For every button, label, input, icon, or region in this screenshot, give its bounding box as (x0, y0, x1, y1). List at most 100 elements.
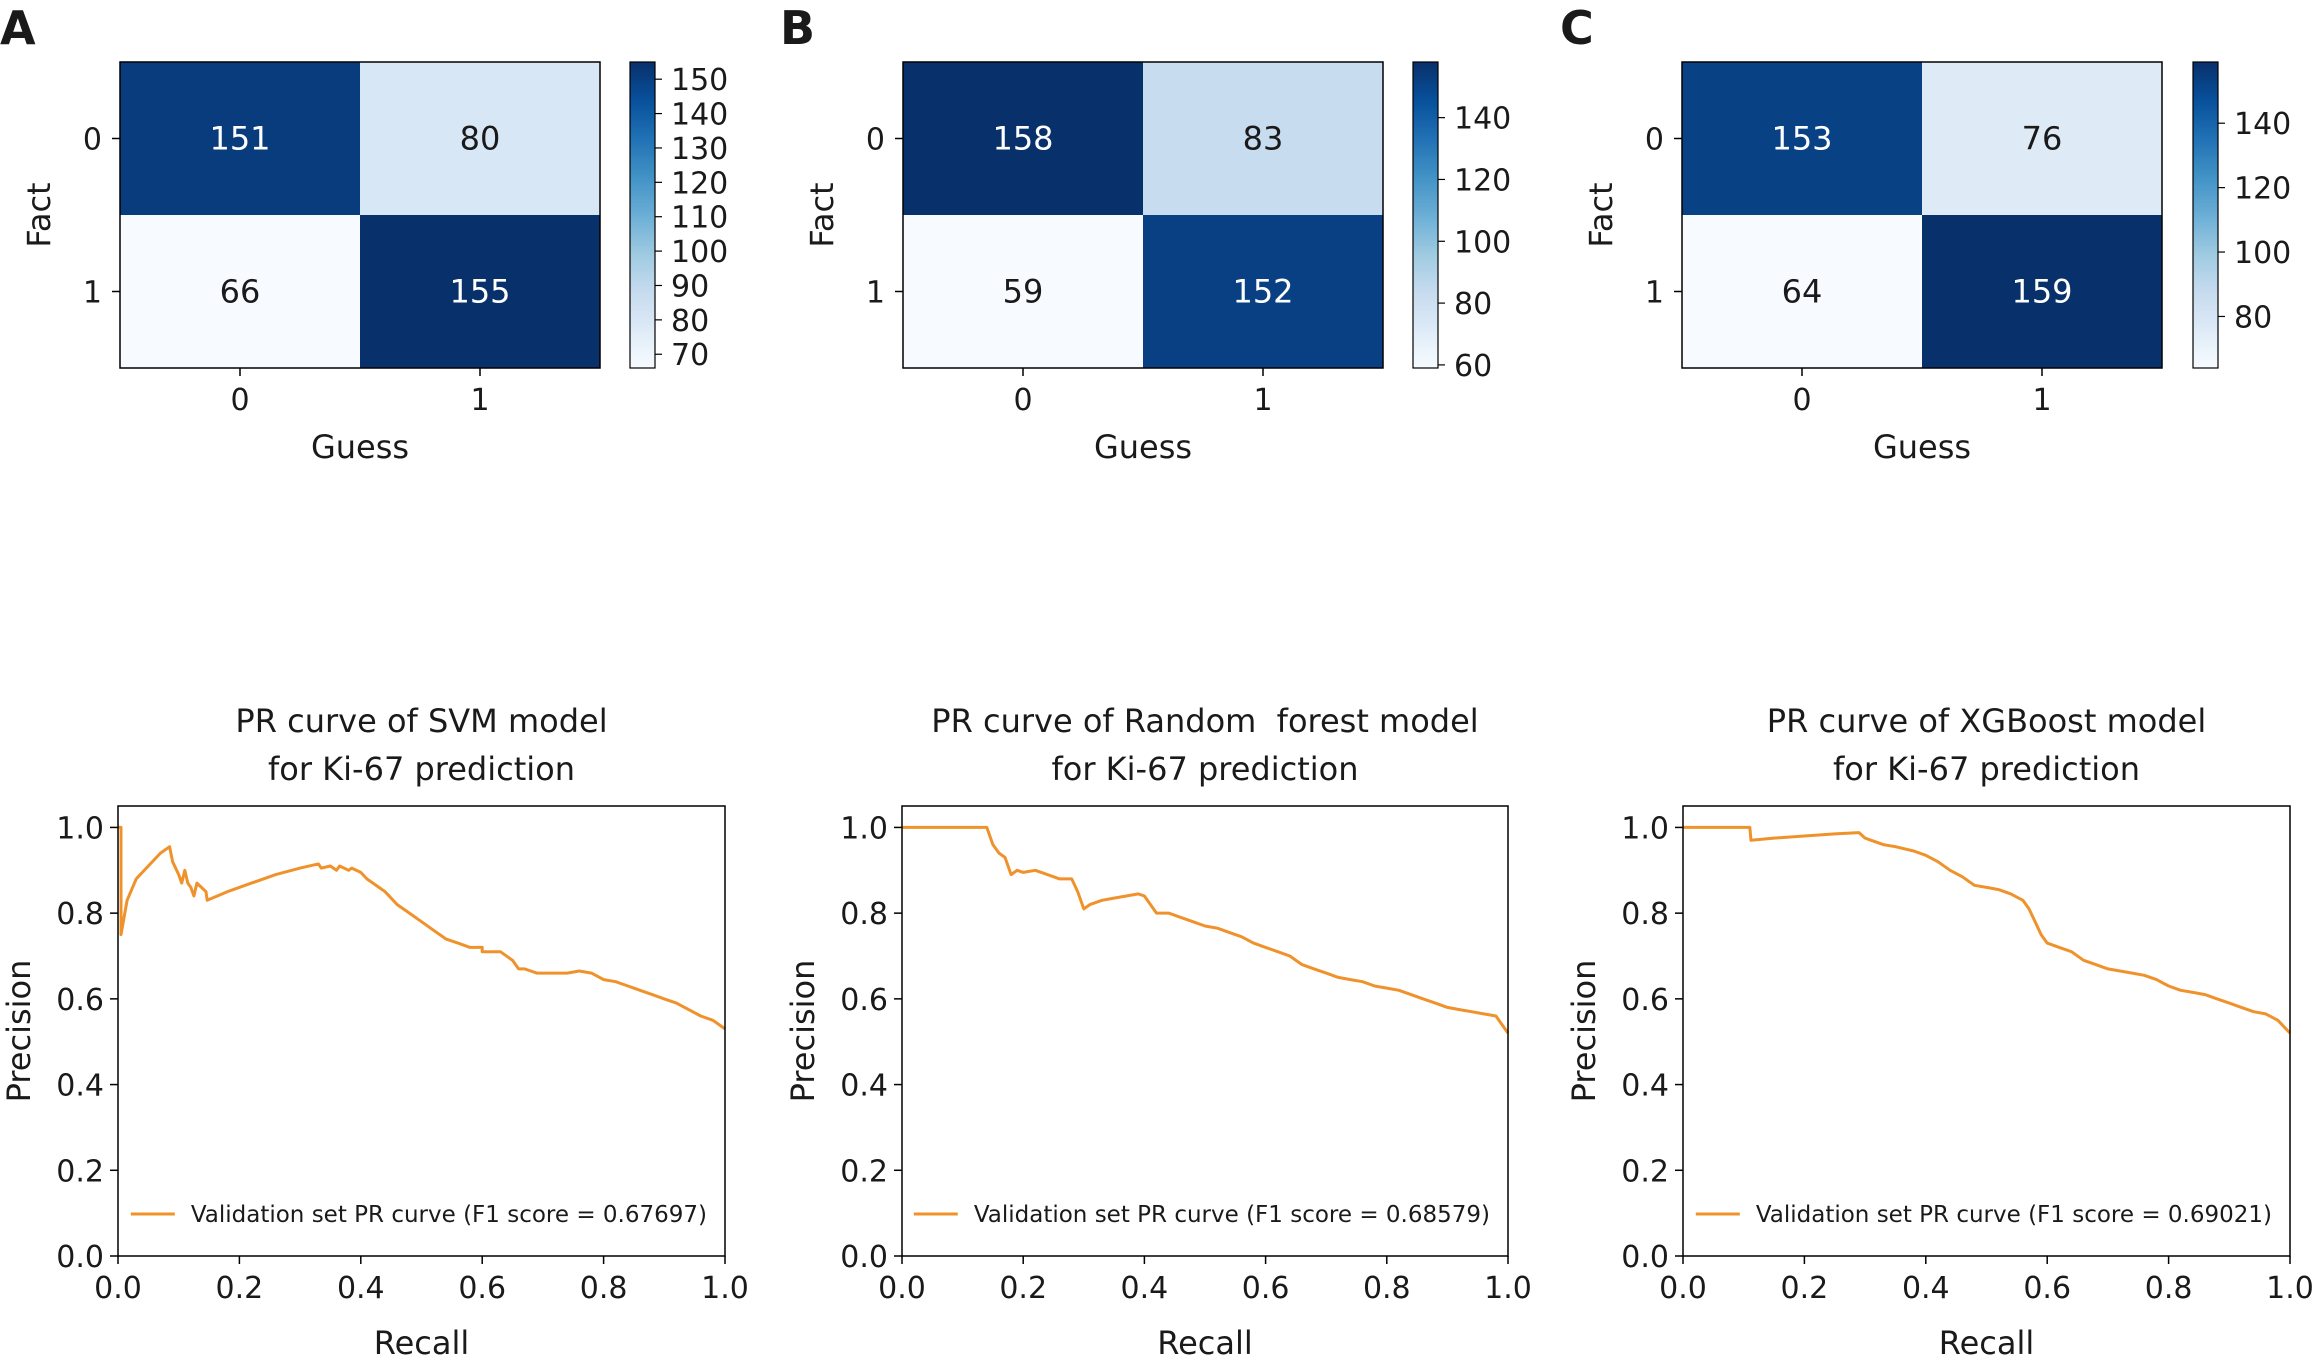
colorbar-swatch (2193, 120, 2218, 124)
colorbar-swatch (2193, 97, 2218, 101)
colorbar-swatch (630, 74, 655, 78)
colorbar-swatch (630, 148, 655, 152)
colorbar-swatch (630, 196, 655, 200)
colorbar-swatch (1413, 316, 1438, 320)
colorbar-swatch (2193, 301, 2218, 305)
x-tick-label: 0.6 (1242, 1271, 1290, 1306)
colorbar-swatch (1413, 260, 1438, 264)
colorbar-swatch (1413, 288, 1438, 292)
colorbar-swatch (2193, 365, 2218, 369)
x-tick-label: 1.0 (2266, 1271, 2314, 1306)
colorbar-swatch (1413, 354, 1438, 359)
colorbar-swatch (1413, 214, 1438, 218)
colorbar-swatch (2193, 230, 2218, 234)
colorbar-swatch (630, 339, 655, 343)
colorbar-swatch (1413, 92, 1438, 96)
colorbar-swatch (2193, 89, 2218, 93)
colorbar-swatch (1413, 324, 1438, 328)
colorbar-swatch (1413, 250, 1438, 254)
colorbar-swatch (1413, 122, 1438, 127)
colorbar-tick-label: 100 (671, 235, 728, 270)
colorbar-swatch (1413, 303, 1438, 308)
colorbar-swatch (630, 296, 655, 300)
colorbar-swatch (2193, 153, 2218, 157)
colorbar-swatch (2193, 352, 2218, 356)
y-tick-label: 0.2 (840, 1154, 888, 1189)
colorbar-swatch (2193, 260, 2218, 264)
colorbar-frame (1412, 61, 1439, 369)
colorbar-swatch (2193, 143, 2218, 147)
x-tick-label: 1 (470, 383, 489, 418)
colorbar-swatch (630, 61, 655, 65)
cell-value: 152 (1232, 273, 1293, 311)
colorbar-swatch (630, 354, 655, 359)
cell-value: 80 (460, 120, 501, 158)
cell-value: 59 (1003, 273, 1044, 311)
matrix-frame (1681, 61, 2163, 369)
colorbar-swatch (1413, 87, 1438, 91)
colorbar-swatch (2193, 176, 2218, 180)
colorbar-swatch (630, 156, 655, 160)
colorbar-swatch (1413, 74, 1438, 78)
colorbar-swatch (630, 242, 655, 246)
colorbar-swatch (1413, 357, 1438, 361)
colorbar-tick-label: 100 (1454, 225, 1511, 260)
x-axis-label: Recall (1939, 1324, 2034, 1362)
y-tick-label: 0.6 (56, 983, 104, 1018)
matrix-cell (903, 62, 1143, 215)
x-axis-label: Recall (1157, 1324, 1252, 1362)
colorbar-swatch (1413, 237, 1438, 241)
colorbar-swatch (630, 99, 655, 104)
y-tick-label: 0.4 (1621, 1069, 1669, 1104)
colorbar-swatch (1413, 184, 1438, 188)
matrix-cell (360, 62, 600, 215)
colorbar-swatch (1413, 130, 1438, 134)
colorbar-swatch (630, 217, 655, 221)
colorbar-swatch (630, 357, 655, 361)
colorbar-swatch (1413, 263, 1438, 267)
colorbar-swatch (1413, 94, 1438, 98)
colorbar-swatch (1413, 227, 1438, 231)
colorbar-swatch (630, 64, 655, 68)
colorbar-swatch (2193, 133, 2218, 137)
y-axis-label: Precision (0, 960, 38, 1103)
colorbar-swatch (1413, 293, 1438, 297)
colorbar-swatch (1413, 166, 1438, 170)
colorbar-swatch (630, 344, 655, 348)
colorbar-swatch (1413, 286, 1438, 290)
y-axis-label: Fact (803, 182, 841, 247)
colorbar-swatch (2193, 321, 2218, 325)
colorbar-swatch (1413, 326, 1438, 331)
colorbar-swatch (2193, 334, 2218, 338)
colorbar-swatch (2193, 268, 2218, 272)
colorbar-swatch (630, 94, 655, 98)
colorbar-swatch (2193, 140, 2218, 144)
pr-curve-line (1683, 825, 2292, 1035)
colorbar-swatch (2193, 130, 2218, 134)
colorbar-swatch (630, 92, 655, 96)
colorbar-swatch (630, 337, 655, 341)
matrix-frame (902, 61, 1384, 369)
colorbar-swatch (2193, 227, 2218, 231)
cell-value: 64 (1782, 273, 1823, 311)
colorbar-swatch (630, 275, 655, 280)
colorbar-swatch (1413, 283, 1438, 287)
colorbar-swatch (630, 360, 655, 364)
pr-curve-chart-a: PR curve of SVM model for Ki-67 predictio… (0, 702, 749, 1362)
colorbar-swatch (630, 105, 655, 109)
colorbar-swatch (2193, 128, 2218, 132)
panel-letter-a: A (0, 1, 36, 55)
colorbar-swatch (1413, 128, 1438, 132)
colorbar-swatch (2193, 311, 2218, 315)
x-tick-label: 0.0 (878, 1271, 926, 1306)
colorbar-swatch (630, 342, 655, 346)
colorbar-swatch (2193, 339, 2218, 343)
colorbar-swatch (630, 349, 655, 353)
colorbar-swatch (2193, 240, 2218, 244)
colorbar-swatch (1413, 258, 1438, 262)
colorbar-swatch (630, 283, 655, 287)
colorbar-swatch (1413, 61, 1438, 65)
colorbar-swatch (1413, 181, 1438, 185)
matrix-cell (1143, 62, 1383, 215)
colorbar-swatch (1413, 329, 1438, 333)
